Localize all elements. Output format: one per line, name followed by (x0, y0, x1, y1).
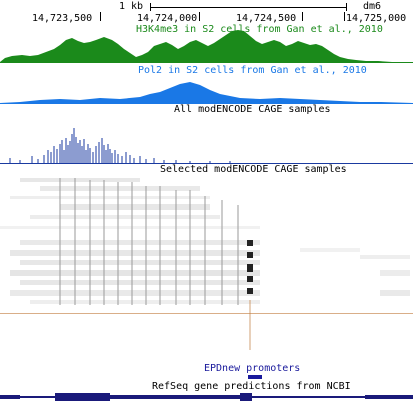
scale-bar-right-cap (346, 3, 347, 11)
epd-promoter-box (248, 375, 262, 379)
ruler-tick-2 (199, 12, 200, 21)
scale-bar-line (150, 7, 346, 8)
track-label-refseq[interactable]: RefSeq gene predictions from NCBI (152, 381, 351, 392)
ruler-tick-3 (302, 12, 303, 21)
refseq-gene-model (0, 393, 413, 401)
chrom-label: dm6 (363, 1, 382, 12)
cage-selected-ticks (59, 178, 239, 305)
scale-bar-label: 1 kb (119, 1, 144, 12)
ruler-tick-1 (100, 12, 101, 21)
track-label-h3k4me3[interactable]: H3K4me3 in S2 cells from Gan et al., 201… (136, 24, 383, 35)
track-label-cage-selected[interactable]: Selected modENCODE CAGE samples (160, 164, 347, 175)
cage-selected-rows (0, 178, 410, 304)
track-label-cage-all[interactable]: All modENCODE CAGE samples (174, 104, 331, 115)
ruler-position-3: 14,724,500 (236, 13, 297, 24)
cage-selected-peak (247, 240, 253, 294)
h3k4me3-signal (0, 30, 413, 63)
track-label-pol2[interactable]: Pol2 in S2 cells from Gan et al., 2010 (138, 65, 367, 76)
ruler-position-1: 14,723,500 (32, 13, 93, 24)
track-label-epd[interactable]: EPDnew promoters (204, 363, 301, 374)
pol2-signal (0, 82, 413, 104)
ruler-tick-4 (344, 12, 345, 21)
cage-all-signal (9, 128, 231, 163)
ruler-position-4: 14,725,000 (346, 13, 407, 24)
ruler-position-2: 14,724,000 (137, 13, 198, 24)
